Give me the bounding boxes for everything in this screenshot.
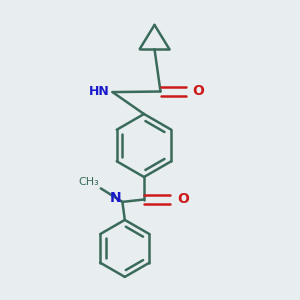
Text: HN: HN <box>89 85 110 98</box>
Text: N: N <box>109 191 121 205</box>
Text: O: O <box>193 84 205 98</box>
Text: O: O <box>177 192 189 206</box>
Text: CH₃: CH₃ <box>79 177 99 187</box>
